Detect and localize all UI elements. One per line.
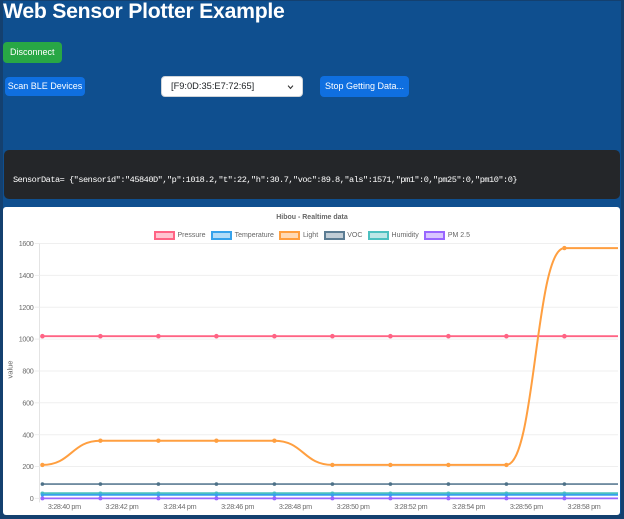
svg-text:400: 400 (22, 431, 33, 440)
svg-text:3:28:40 pm: 3:28:40 pm (48, 502, 81, 511)
svg-text:1600: 1600 (19, 239, 34, 248)
svg-text:1200: 1200 (19, 303, 34, 312)
svg-text:1400: 1400 (19, 271, 34, 280)
svg-text:3:28:54 pm: 3:28:54 pm (452, 502, 485, 511)
svg-text:800: 800 (22, 367, 33, 376)
svg-text:3:28:50 pm: 3:28:50 pm (337, 502, 370, 511)
svg-text:3:28:46 pm: 3:28:46 pm (221, 502, 254, 511)
svg-text:3:28:58 pm: 3:28:58 pm (568, 502, 601, 511)
svg-text:3:28:44 pm: 3:28:44 pm (163, 502, 196, 511)
svg-text:3:28:42 pm: 3:28:42 pm (106, 502, 139, 511)
svg-text:3:28:48 pm: 3:28:48 pm (279, 502, 312, 511)
svg-text:600: 600 (22, 399, 33, 408)
svg-text:3:28:52 pm: 3:28:52 pm (394, 502, 427, 511)
svg-text:200: 200 (22, 462, 33, 471)
svg-text:1000: 1000 (19, 335, 34, 344)
svg-text:0: 0 (30, 494, 34, 503)
svg-text:3:28:56 pm: 3:28:56 pm (510, 502, 543, 511)
